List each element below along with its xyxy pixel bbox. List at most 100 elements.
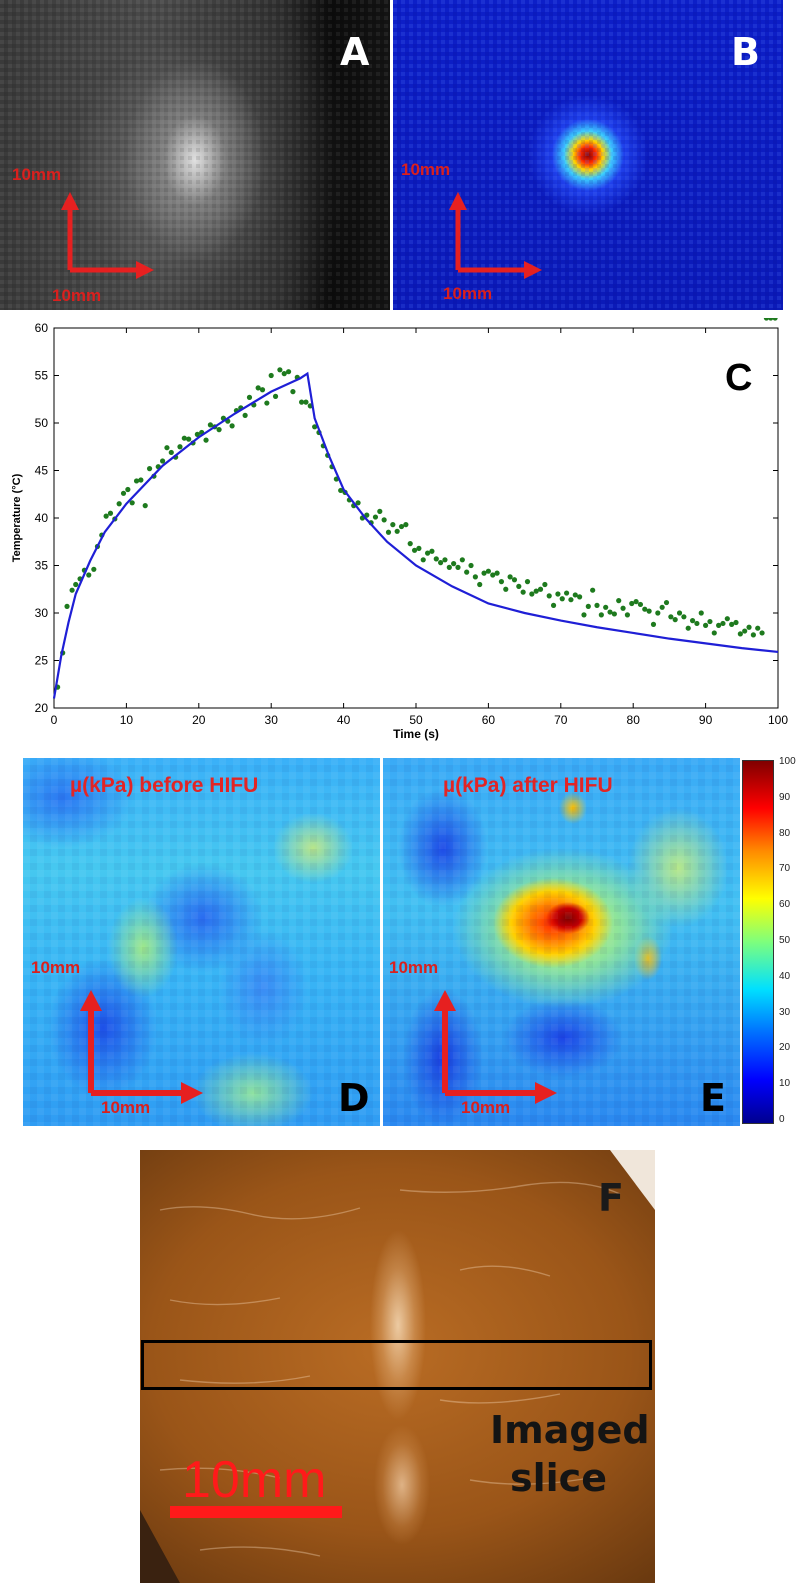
y-axis-label: Temperature (°C) bbox=[11, 473, 23, 562]
scale-bar bbox=[170, 1506, 342, 1518]
data-point bbox=[451, 561, 457, 567]
data-point bbox=[703, 622, 709, 628]
data-point bbox=[555, 591, 561, 597]
data-point bbox=[676, 610, 683, 616]
data-point bbox=[629, 600, 635, 607]
data-point bbox=[742, 628, 748, 634]
y-tick-label: 55 bbox=[35, 369, 49, 383]
data-point bbox=[620, 605, 626, 611]
colorbar-tick-label: 40 bbox=[779, 970, 791, 982]
data-point bbox=[385, 529, 392, 535]
data-point bbox=[503, 586, 509, 592]
data-point bbox=[229, 423, 235, 429]
scale-label-horizontal: 10mm bbox=[101, 1098, 151, 1117]
y-tick-label: 40 bbox=[35, 511, 49, 525]
data-point bbox=[598, 612, 604, 618]
data-point bbox=[146, 466, 153, 472]
data-point bbox=[424, 550, 431, 556]
panel-f-photo: F Imaged slice 10mm bbox=[140, 1150, 655, 1583]
x-axis-label: Time (s) bbox=[393, 727, 439, 741]
map-title: µ(kPa) after HIFU bbox=[443, 774, 613, 797]
data-point bbox=[129, 500, 135, 506]
x-tick-label: 10 bbox=[120, 713, 134, 727]
data-point bbox=[203, 437, 209, 443]
data-point bbox=[490, 572, 496, 578]
data-point bbox=[563, 590, 570, 596]
scale-label-vertical: 10mm bbox=[31, 958, 81, 977]
fit-curve-line bbox=[52, 371, 779, 699]
arrow-head-icon bbox=[80, 990, 102, 1011]
data-point bbox=[398, 523, 405, 530]
data-point bbox=[642, 606, 648, 612]
data-point bbox=[711, 630, 717, 636]
data-point bbox=[442, 557, 448, 563]
data-point bbox=[616, 598, 622, 604]
data-point bbox=[572, 592, 578, 598]
data-point bbox=[91, 566, 97, 572]
data-point bbox=[164, 445, 170, 451]
data-point bbox=[133, 478, 140, 484]
arrow-head-icon bbox=[434, 990, 456, 1011]
data-point bbox=[338, 487, 344, 494]
panel-label-a: A bbox=[340, 30, 370, 74]
data-point bbox=[255, 385, 261, 391]
y-tick-label: 20 bbox=[35, 701, 49, 715]
data-point bbox=[663, 599, 670, 606]
arrow-head-icon bbox=[136, 261, 154, 279]
x-tick-label: 100 bbox=[768, 713, 788, 727]
colorbar-tick-label: 60 bbox=[779, 899, 791, 911]
data-point bbox=[125, 486, 131, 493]
data-point bbox=[438, 560, 444, 566]
x-tick-label: 90 bbox=[699, 713, 713, 727]
data-point bbox=[168, 449, 174, 456]
x-tick-label: 20 bbox=[192, 713, 206, 727]
caption-slice: slice bbox=[510, 1456, 607, 1500]
data-point bbox=[537, 586, 544, 592]
arrow-head-icon bbox=[181, 1082, 203, 1104]
data-point bbox=[607, 609, 613, 615]
data-point bbox=[737, 631, 743, 637]
plot-area bbox=[53, 327, 779, 709]
data-point bbox=[116, 501, 122, 507]
data-point bbox=[681, 614, 687, 620]
panel-d-texture bbox=[23, 758, 380, 1126]
data-point bbox=[577, 594, 583, 600]
data-point bbox=[633, 599, 639, 605]
data-point bbox=[394, 528, 400, 534]
data-point bbox=[542, 581, 548, 588]
data-point bbox=[585, 603, 591, 609]
data-point bbox=[411, 547, 418, 553]
colorbar-tick-label: 10 bbox=[779, 1078, 791, 1090]
data-point bbox=[120, 490, 127, 496]
scale-label-vertical: 10mm bbox=[12, 165, 62, 184]
data-point bbox=[468, 562, 474, 569]
data-point bbox=[533, 588, 539, 594]
data-point bbox=[729, 621, 735, 627]
scale-bar-label: 10mm bbox=[182, 1451, 327, 1509]
data-point bbox=[659, 604, 665, 610]
data-point bbox=[403, 522, 409, 528]
data-point bbox=[481, 570, 487, 576]
arrow-head-icon bbox=[524, 261, 542, 279]
data-point bbox=[107, 510, 114, 516]
data-point bbox=[103, 513, 109, 519]
data-point bbox=[216, 427, 222, 433]
data-point bbox=[138, 477, 144, 483]
data-point bbox=[755, 625, 761, 631]
data-point bbox=[672, 617, 678, 623]
data-point bbox=[186, 436, 192, 442]
data-point bbox=[285, 369, 292, 375]
data-point bbox=[299, 399, 305, 405]
data-point bbox=[498, 579, 505, 585]
data-point bbox=[420, 557, 426, 563]
panel-f-texture bbox=[140, 1150, 655, 1583]
panel-label-d: D bbox=[338, 1076, 370, 1120]
data-point bbox=[733, 619, 739, 626]
colorbar-tick-label: 50 bbox=[779, 935, 791, 946]
data-point bbox=[590, 587, 596, 593]
y-tick-label: 50 bbox=[35, 416, 49, 430]
y-tick-label: 30 bbox=[35, 606, 49, 620]
data-point bbox=[377, 508, 383, 514]
data-point bbox=[611, 611, 617, 617]
panel-e-map: µ(kPa) after HIFU E 10mm 10mm bbox=[383, 758, 740, 1126]
